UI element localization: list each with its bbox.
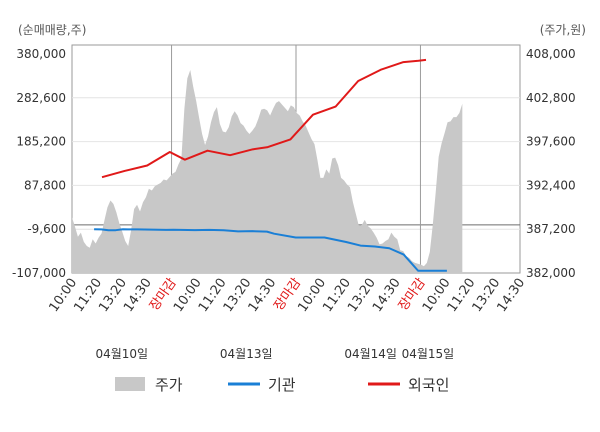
date-label: 04월13일 (220, 347, 273, 361)
price-area (72, 70, 463, 273)
foreigner-line (101, 58, 427, 179)
series-line-layer (94, 58, 447, 272)
legend-label: 주가 (155, 376, 183, 394)
right-tick-label: 408,000 (526, 47, 576, 61)
left-tick-label: -107,000 (12, 266, 66, 280)
right-tick-label: 387,200 (526, 222, 576, 236)
date-label-layer: 04월10일 04월13일 04월14일 04월15일 (95, 347, 454, 361)
legend: 주가 기관 외국인 (115, 376, 449, 394)
right-unit-label: (주가,원) (540, 23, 586, 37)
left-tick-label: 185,200 (16, 135, 66, 149)
date-label: 04월15일 (402, 347, 455, 361)
legend-label: 기관 (268, 376, 296, 394)
legend-label: 외국인 (408, 376, 449, 394)
x-tick-layer: 10:0011:2013:2014:30장마감10:0011:2013:2014… (46, 276, 528, 315)
left-unit-label: (순매매량,주) (18, 23, 86, 37)
right-tick-label: 402,800 (526, 91, 576, 105)
price-area-layer (72, 70, 463, 273)
institution-line (94, 228, 447, 272)
date-label: 04월10일 (95, 347, 148, 361)
left-tick-label: -9,600 (27, 222, 66, 236)
left-tick-label: 282,600 (16, 91, 66, 105)
x-tick-label: 14:30 (121, 276, 155, 315)
left-tick-label: 380,000 (16, 47, 66, 61)
left-tick-label: 87,800 (24, 178, 66, 192)
legend-swatch-area (115, 377, 145, 391)
axis-label-layer: 380,000 282,600 185,200 87,800 -9,600 -107,00… (12, 47, 576, 280)
date-label: 04월14일 (344, 347, 397, 361)
x-tick-label: 14:30 (494, 276, 528, 315)
right-tick-label: 382,000 (526, 266, 576, 280)
x-tick-label: 14:30 (246, 276, 280, 315)
right-tick-label: 397,600 (526, 135, 576, 149)
right-tick-label: 392,400 (526, 178, 576, 192)
x-tick-label: 14:30 (370, 276, 404, 315)
